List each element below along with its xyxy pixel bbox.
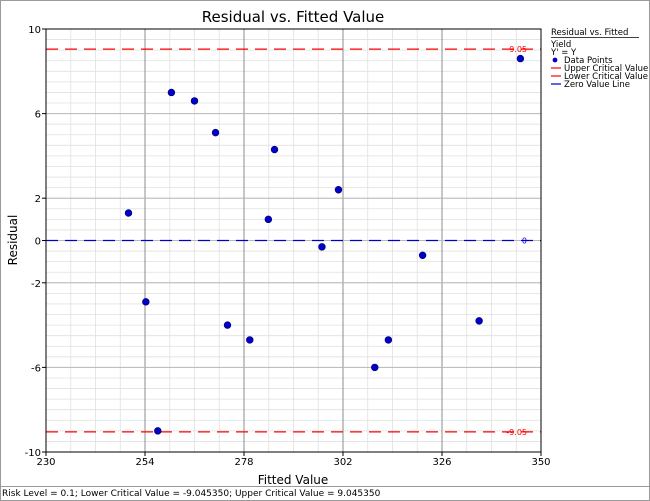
data-point xyxy=(142,298,150,306)
data-point xyxy=(418,251,427,260)
legend-entry-label: Lower Critical Value xyxy=(564,72,648,82)
zero-value-line-label: 0 xyxy=(522,237,527,246)
data-point xyxy=(154,427,162,435)
status-footer: Risk Level = 0.1; Lower Critical Value =… xyxy=(0,486,650,501)
y-tick-label: -2 xyxy=(31,279,41,290)
legend-entry-label: Upper Critical Value xyxy=(564,64,648,74)
x-axis-label: Fitted Value xyxy=(258,473,329,487)
x-tick-label: 350 xyxy=(531,457,550,468)
data-point xyxy=(516,54,525,63)
data-point xyxy=(246,336,254,344)
y-tick-label: -6 xyxy=(31,363,41,374)
data-point xyxy=(124,209,133,217)
data-point xyxy=(371,363,379,372)
legend-entry-label: Zero Value Line xyxy=(564,80,630,90)
chart-title: Residual vs. Fitted Value xyxy=(202,8,385,26)
data-point xyxy=(334,186,343,194)
data-point xyxy=(270,145,279,154)
axes: 230 254 278 302 326 350 -10 -6 -2 0 2 6 10 xyxy=(25,25,551,468)
x-tick-label: 254 xyxy=(135,457,154,468)
legend-title: Residual vs. Fitted xyxy=(551,28,628,38)
data-points xyxy=(124,54,525,435)
data-point xyxy=(167,88,176,97)
x-tick-label: 326 xyxy=(432,457,451,468)
data-point xyxy=(190,97,199,105)
data-point xyxy=(264,215,273,224)
x-tick-label: 278 xyxy=(234,457,253,468)
x-tick-label: 302 xyxy=(333,457,352,468)
legend: Residual vs. Fitted Yield Y' = Y Data Po… xyxy=(550,28,648,90)
y-tick-label: -10 xyxy=(25,448,41,459)
x-tick-label: 230 xyxy=(36,457,55,468)
y-tick-label: 6 xyxy=(35,110,41,121)
y-tick-label: 10 xyxy=(28,25,41,36)
legend-line-response: Yield xyxy=(550,40,571,50)
y-axis-label: Residual xyxy=(6,215,20,266)
legend-marker-point xyxy=(552,57,558,63)
data-point xyxy=(384,336,393,344)
upper-critical-value-label: 9.05 xyxy=(509,45,527,54)
residual-chart: 9.05 -9.05 0 230 254 278 302 326 350 -10 -6 -2 0 2 6 1… xyxy=(6,8,648,487)
legend-line-transform: Y' = Y xyxy=(550,48,577,58)
data-point xyxy=(223,321,232,329)
reference-lines: 9.05 -9.05 0 xyxy=(46,45,541,437)
y-tick-label: 0 xyxy=(35,237,41,248)
lower-critical-value-label: -9.05 xyxy=(506,428,527,437)
data-point xyxy=(318,243,326,251)
data-point xyxy=(475,317,483,325)
legend-entry-label: Data Points xyxy=(564,56,613,66)
y-tick-label: 2 xyxy=(35,194,41,205)
data-point xyxy=(211,128,220,137)
